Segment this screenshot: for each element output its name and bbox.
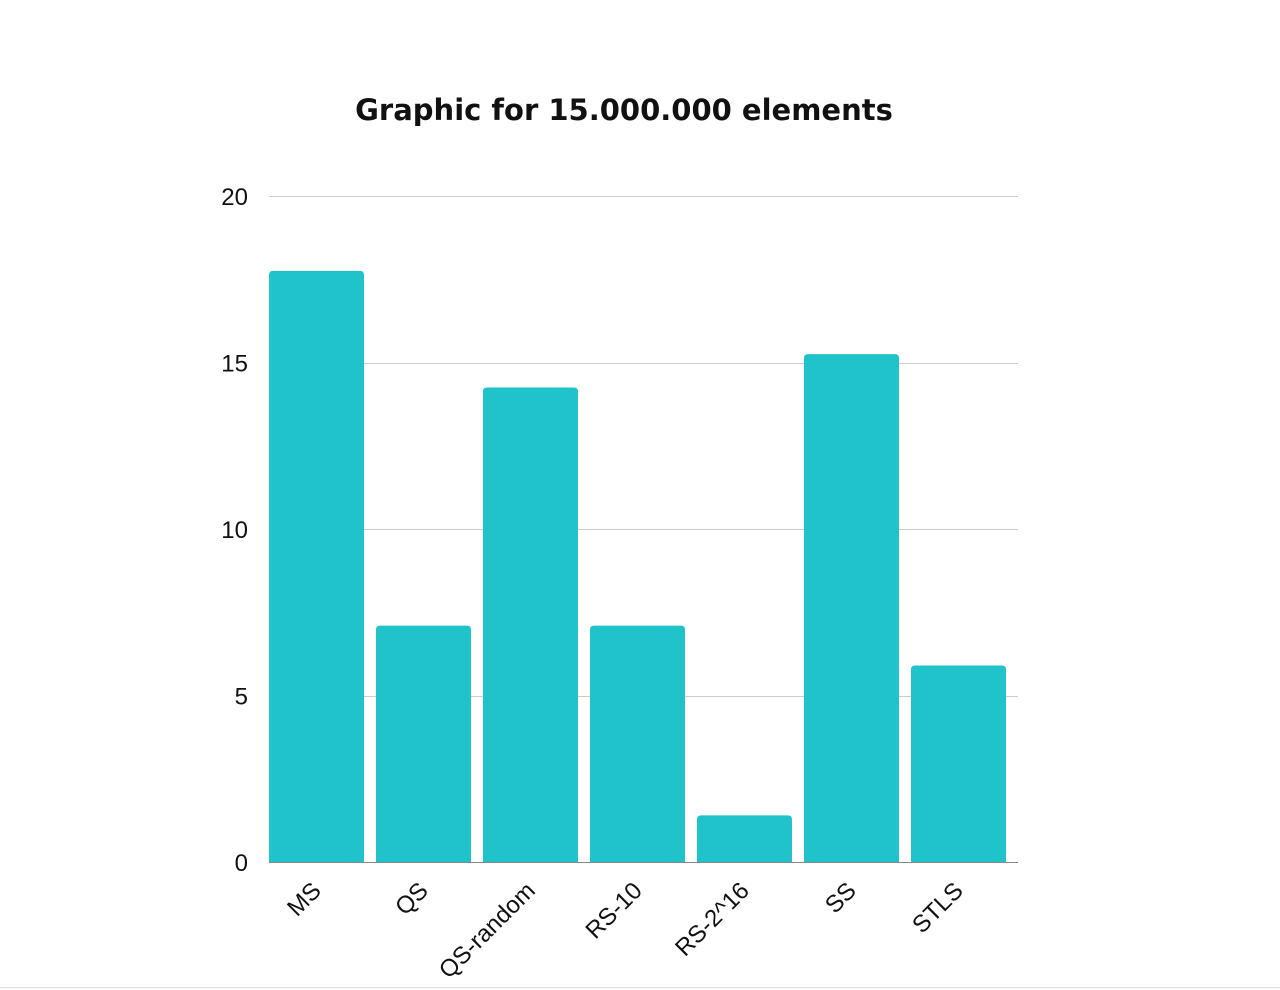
x-category-label: MS — [282, 877, 327, 922]
bottom-rule — [0, 987, 1280, 988]
x-category-label: QS — [390, 877, 434, 921]
x-category-label: RS-10 — [581, 877, 648, 944]
y-tick-label: 15 — [221, 351, 248, 378]
y-tick-label: 0 — [235, 850, 248, 877]
x-category-label: RS-2^16 — [670, 877, 755, 962]
x-category-label: SS — [820, 877, 862, 919]
y-axis-ticks: 0 5 10 15 20 — [221, 184, 248, 877]
y-tick-label: 10 — [221, 517, 248, 544]
y-tick-label: 20 — [221, 184, 248, 211]
x-category-label: STLS — [907, 877, 969, 939]
y-tick-label: 5 — [235, 684, 248, 711]
bar-ms — [269, 270, 364, 862]
bars — [269, 270, 1006, 862]
x-category-label: QS-random — [434, 877, 541, 984]
x-axis-labels: MS QS QS-random RS-10 RS-2^16 SS STLS — [282, 877, 969, 984]
chart-title: Graphic for 15.000.000 elements — [355, 93, 893, 127]
bar-rs-2-16 — [697, 815, 792, 862]
bar-qs — [376, 625, 471, 862]
bar-stls — [911, 665, 1006, 862]
bar-qs-random — [483, 387, 578, 862]
gridlines — [269, 196, 1018, 697]
bar-rs-10 — [590, 625, 685, 862]
bar-ss — [804, 354, 899, 862]
